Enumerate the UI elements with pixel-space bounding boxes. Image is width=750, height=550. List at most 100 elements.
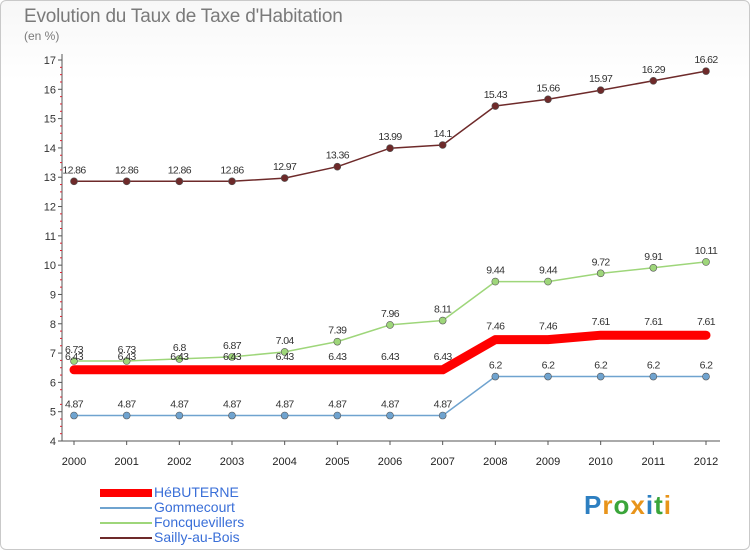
- data-point-gommecourt: [596, 372, 605, 381]
- data-point-sailly-au-bois: [333, 162, 342, 171]
- x-tick-label: 2000: [62, 456, 86, 468]
- legend-item: Sailly-au-Bois: [100, 530, 244, 545]
- data-label-h-buterne: 6.43: [328, 351, 347, 363]
- legend-item: Gommecourt: [100, 500, 244, 515]
- y-tick-label: 4: [50, 436, 56, 448]
- brand-letter: o: [613, 490, 631, 520]
- data-label-foncquevillers: 6.73: [65, 344, 84, 356]
- data-label-foncquevillers: 6.87: [223, 340, 242, 352]
- chart-legend: HéBUTERNE Gommecourt Foncquevillers Sailly-…: [100, 485, 244, 545]
- data-point-sailly-au-bois: [228, 177, 236, 186]
- data-label-gommecourt: 4.87: [434, 399, 453, 411]
- y-tick-label: 6: [50, 377, 56, 389]
- y-tick-label: 10: [44, 260, 56, 272]
- data-label-sailly-au-bois: 12.86: [220, 164, 244, 176]
- data-point-sailly-au-bois: [122, 177, 131, 186]
- y-tick-label: 11: [45, 231, 56, 243]
- data-point-foncquevillers: [491, 277, 500, 286]
- data-point-foncquevillers: [596, 269, 605, 278]
- data-point-gommecourt: [702, 372, 710, 381]
- data-label-gommecourt: 4.87: [223, 399, 242, 411]
- x-tick-label: 2006: [378, 456, 402, 468]
- data-label-gommecourt: 6.2: [594, 360, 608, 372]
- data-point-gommecourt: [491, 372, 500, 381]
- data-point-foncquevillers: [544, 277, 552, 286]
- data-label-foncquevillers: 7.04: [276, 335, 295, 347]
- data-label-gommecourt: 4.87: [118, 399, 137, 411]
- data-point-foncquevillers: [386, 321, 394, 329]
- chart-subtitle: (en %): [24, 29, 60, 43]
- data-label-gommecourt: 6.2: [700, 360, 714, 372]
- data-label-h-buterne: 6.43: [276, 351, 295, 363]
- brand-letter: P: [584, 490, 603, 520]
- data-point-foncquevillers: [333, 337, 342, 346]
- data-point-gommecourt: [544, 372, 552, 381]
- brand-letter: t: [654, 490, 664, 520]
- legend-swatch: [100, 488, 152, 497]
- data-label-sailly-au-bois: 15.97: [589, 73, 613, 85]
- data-label-foncquevillers: 6.8: [173, 342, 187, 354]
- data-label-foncquevillers: 8.11: [434, 304, 452, 316]
- data-label-gommecourt: 6.2: [647, 360, 661, 372]
- x-tick-label: 2007: [430, 456, 454, 468]
- data-point-sailly-au-bois: [649, 77, 658, 85]
- data-label-foncquevillers: 9.44: [539, 265, 558, 277]
- brand-letter: i: [645, 490, 655, 520]
- legend-label: Sailly-au-Bois: [154, 529, 240, 545]
- y-tick-label: 8: [50, 319, 56, 331]
- data-point-sailly-au-bois: [175, 177, 184, 186]
- x-tick-label: 2001: [114, 456, 138, 468]
- data-label-foncquevillers: 9.91: [644, 251, 663, 263]
- data-label-gommecourt: 4.87: [170, 399, 189, 411]
- data-label-h-buterne: 6.43: [65, 351, 84, 363]
- data-point-sailly-au-bois: [491, 102, 500, 110]
- data-point-foncquevillers: [649, 263, 658, 272]
- legend-item: HéBUTERNE: [100, 485, 244, 500]
- data-label-h-buterne: 6.43: [223, 351, 242, 363]
- y-tick-label: 9: [50, 289, 56, 301]
- data-point-foncquevillers: [438, 316, 447, 325]
- chart-title: Evolution du Taux de Taxe d'Habitation: [24, 6, 343, 27]
- data-label-sailly-au-bois: 12.86: [62, 164, 86, 176]
- y-tick-label: 14: [44, 143, 56, 155]
- data-label-sailly-au-bois: 12.86: [115, 164, 139, 176]
- data-point-sailly-au-bois: [702, 67, 710, 75]
- data-label-sailly-au-bois: 13.99: [378, 131, 402, 143]
- data-point-gommecourt: [70, 411, 78, 420]
- y-tick-label: 13: [44, 172, 56, 184]
- data-label-sailly-au-bois: 16.29: [642, 64, 666, 76]
- legend-swatch: [100, 521, 152, 524]
- data-point-sailly-au-bois: [386, 144, 394, 153]
- data-point-gommecourt: [438, 411, 447, 420]
- data-label-sailly-au-bois: 15.66: [536, 82, 560, 94]
- data-label-h-buterne: 7.61: [592, 316, 611, 328]
- y-tick-label: 7: [50, 348, 56, 360]
- data-label-h-buterne: 6.43: [118, 351, 137, 363]
- x-tick-label: 2009: [536, 456, 560, 468]
- data-label-sailly-au-bois: 12.97: [273, 161, 297, 173]
- data-label-sailly-au-bois: 13.36: [326, 150, 350, 162]
- y-tick-label: 17: [44, 55, 56, 67]
- data-label-sailly-au-bois: 12.86: [168, 164, 192, 176]
- brand-letter: i: [663, 490, 672, 520]
- data-point-gommecourt: [228, 411, 236, 420]
- legend-label: Foncquevillers: [154, 514, 245, 530]
- x-tick-label: 2012: [694, 456, 718, 468]
- data-label-sailly-au-bois: 16.62: [694, 54, 718, 66]
- legend-swatch: [100, 536, 152, 539]
- legend-label: HéBUTERNE: [154, 484, 239, 500]
- brand-letter: r: [602, 490, 614, 520]
- data-point-gommecourt: [386, 411, 394, 420]
- data-point-gommecourt: [122, 411, 131, 420]
- data-point-sailly-au-bois: [438, 141, 447, 149]
- x-tick-label: 2008: [483, 456, 507, 468]
- x-tick-label: 2003: [220, 456, 244, 468]
- legend-swatch: [100, 506, 152, 509]
- y-tick-label: 12: [44, 202, 56, 214]
- data-point-foncquevillers: [228, 353, 236, 361]
- series-line-h-buterne: [69, 330, 711, 375]
- y-tick-label: 5: [50, 407, 56, 419]
- x-tick-label: 2004: [272, 456, 296, 468]
- data-label-h-buterne: 7.61: [644, 316, 663, 328]
